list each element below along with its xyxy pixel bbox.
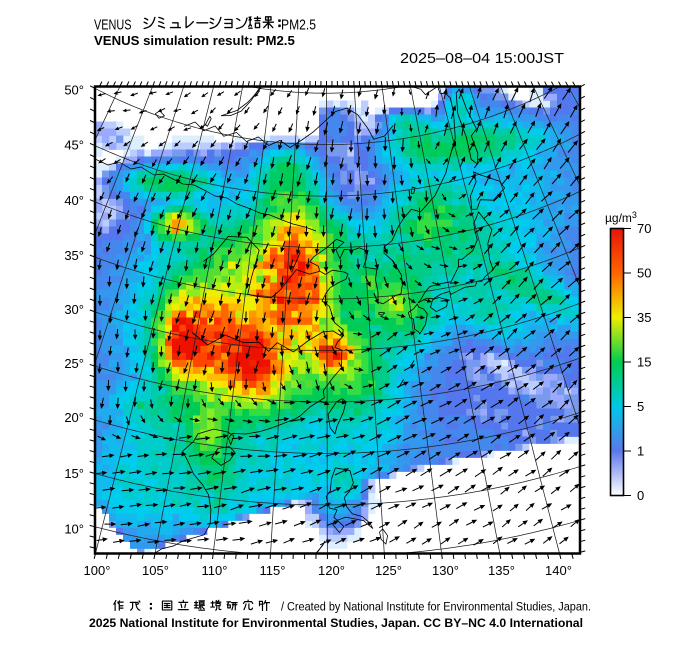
svg-text:45°: 45° bbox=[64, 138, 84, 153]
svg-text:VENUS: VENUS bbox=[94, 17, 132, 34]
svg-text:35°: 35° bbox=[64, 248, 84, 263]
svg-text:105°: 105° bbox=[142, 563, 169, 578]
svg-text:0: 0 bbox=[637, 488, 644, 503]
svg-text:120°: 120° bbox=[318, 563, 345, 578]
svg-text:PM2.5: PM2.5 bbox=[281, 17, 316, 34]
svg-text:5: 5 bbox=[637, 399, 644, 414]
svg-text:70: 70 bbox=[637, 221, 651, 236]
svg-text:15: 15 bbox=[637, 355, 651, 370]
svg-text:VENUS simulation result: PM2.5: VENUS simulation result: PM2.5 bbox=[94, 33, 295, 48]
svg-text:50°: 50° bbox=[64, 83, 84, 98]
svg-text:25°: 25° bbox=[64, 356, 84, 371]
svg-text:2025 National Institute for En: 2025 National Institute for Environmenta… bbox=[89, 616, 583, 630]
svg-text:2025–08–04 15:00JST: 2025–08–04 15:00JST bbox=[400, 51, 564, 67]
svg-text:130°: 130° bbox=[432, 563, 459, 578]
svg-text:/ Created by National Institut: / Created by National Institute for Envi… bbox=[281, 600, 591, 614]
svg-text:115°: 115° bbox=[260, 563, 286, 578]
svg-text:30°: 30° bbox=[64, 302, 84, 317]
svg-text:135°: 135° bbox=[488, 563, 515, 578]
svg-text:125°: 125° bbox=[375, 563, 402, 578]
svg-text:50: 50 bbox=[637, 266, 651, 281]
svg-text:100°: 100° bbox=[84, 563, 111, 578]
svg-text:110°: 110° bbox=[202, 563, 228, 578]
svg-text:40°: 40° bbox=[64, 193, 84, 208]
svg-text:15°: 15° bbox=[64, 466, 84, 481]
svg-text:140°: 140° bbox=[545, 563, 572, 578]
svg-text:10°: 10° bbox=[64, 522, 84, 537]
svg-text:20°: 20° bbox=[64, 410, 84, 425]
svg-text:35: 35 bbox=[637, 310, 651, 325]
svg-text:µg/m3: µg/m3 bbox=[605, 210, 637, 225]
svg-text:1: 1 bbox=[637, 444, 644, 459]
